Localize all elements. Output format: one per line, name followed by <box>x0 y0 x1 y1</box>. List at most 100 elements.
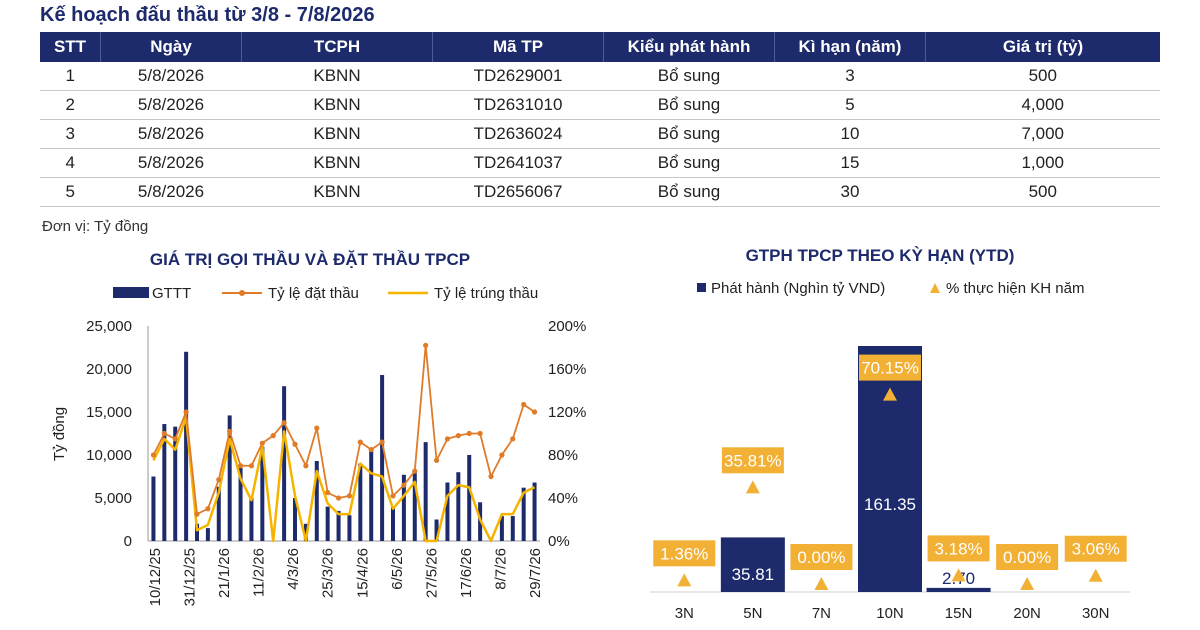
y-axis-title: Tỷ đồng <box>51 407 68 461</box>
bar-gttt <box>184 351 189 541</box>
table-cell: KBNN <box>241 177 433 207</box>
bar-gttt <box>510 516 515 541</box>
column-header: STT <box>40 32 101 62</box>
legend-label: GTTT <box>152 285 191 302</box>
table-cell: 7,000 <box>925 119 1160 149</box>
x-tick-label: 8/7/26 <box>492 548 509 590</box>
table-cell: TD2641037 <box>432 148 604 178</box>
bar-gttt <box>445 482 450 541</box>
bar-gttt <box>532 482 537 541</box>
pct-label-box <box>859 354 921 381</box>
point-bid-ratio <box>259 440 265 446</box>
table-row: 4 5/8/2026 KBNN TD2641037 Bổ sung 15 1,000 <box>40 148 1160 178</box>
table-cell: 10 <box>774 119 926 149</box>
table-cell: 5/8/2026 <box>100 90 242 120</box>
pct-label-box <box>927 535 990 562</box>
table-cell: KBNN <box>241 148 433 178</box>
table-cell: TD2631010 <box>432 90 604 120</box>
point-bid-ratio <box>510 436 516 442</box>
table-row: 1 5/8/2026 KBNN TD2629001 Bổ sung 3 500 <box>40 62 1160 91</box>
point-bid-ratio <box>292 441 298 447</box>
bar-gttt <box>467 455 472 541</box>
table-cell: TD2636024 <box>432 119 604 149</box>
bar-gttt <box>391 506 395 541</box>
point-bid-ratio <box>205 506 211 512</box>
table-cell: 5/8/2026 <box>100 62 242 91</box>
auction-plan-table: STT Ngày TCPH Mã TP Kiểu phát hành Kì hạ… <box>40 32 1160 207</box>
point-bid-ratio <box>216 477 222 483</box>
point-bid-ratio <box>368 447 374 453</box>
bar-gttt <box>325 506 330 541</box>
y2-tick-label: 120% <box>548 404 586 421</box>
x-tick-label: 4/3/26 <box>285 548 302 590</box>
y2-tick-label: 160% <box>548 361 586 378</box>
bar-gttt <box>205 528 210 541</box>
bar-gttt <box>260 446 265 541</box>
bar-gttt <box>216 486 221 541</box>
marker-plan-pct <box>1088 568 1103 582</box>
chart-title: GIÁ TRỊ GỌI THẦU VÀ ĐẶT THẦU TPCP <box>150 250 470 269</box>
column-header: Kì hạn (năm) <box>774 32 926 62</box>
point-bid-ratio <box>183 409 189 415</box>
point-bid-ratio <box>150 452 157 458</box>
bar-gttt <box>195 523 199 541</box>
bar-gttt <box>173 426 178 541</box>
x-tick-label: 6/5/26 <box>389 548 406 590</box>
table-header-row: STT Ngày TCPH Mã TP Kiểu phát hành Kì hạ… <box>40 32 1160 62</box>
y-tick-label: 20,000 <box>86 361 132 378</box>
y2-tick-label: 0% <box>548 533 570 550</box>
legend-label: Tỷ lệ đặt thầu <box>268 285 359 302</box>
bar-gttt <box>227 415 232 541</box>
marker-plan-pct <box>745 480 760 494</box>
point-bid-ratio <box>325 490 331 496</box>
point-bid-ratio <box>401 482 407 488</box>
point-bid-ratio <box>433 457 440 463</box>
table-cell: 4,000 <box>925 90 1160 120</box>
x-tick-label: 7N <box>812 605 831 622</box>
y2-tick-label: 80% <box>548 447 578 464</box>
point-bid-ratio <box>281 420 287 426</box>
legend-swatch-issuance <box>697 283 706 292</box>
table-row: 3 5/8/2026 KBNN TD2636024 Bổ sung 10 7,000 <box>40 119 1160 149</box>
x-tick-label: 31/12/25 <box>182 548 199 606</box>
point-bid-ratio <box>227 428 233 434</box>
marker-plan-pct <box>1020 577 1035 590</box>
table-cell: KBNN <box>241 90 433 120</box>
table-cell: 3 <box>40 119 101 149</box>
point-bid-ratio <box>161 430 167 437</box>
legend-swatch-gttt <box>113 287 149 298</box>
point-bid-ratio <box>521 401 527 408</box>
table-cell: KBNN <box>241 62 433 91</box>
point-bid-ratio <box>237 463 244 469</box>
column-header: Ngày <box>100 32 242 62</box>
bar-gttt <box>412 472 417 541</box>
table-cell: KBNN <box>241 119 433 149</box>
pct-label: 3.06% <box>1072 540 1120 559</box>
bar-value-label: 35.81 <box>732 565 775 584</box>
point-bid-ratio <box>314 425 320 431</box>
table-cell: Bổ sung <box>603 177 775 207</box>
bar-gttt <box>293 498 297 541</box>
table-cell: 5/8/2026 <box>100 119 242 149</box>
pct-label-box <box>653 540 716 567</box>
table-cell: 5/8/2026 <box>100 148 242 178</box>
point-bid-ratio <box>488 473 494 480</box>
table-cell: Bổ sung <box>603 119 775 149</box>
bar-issuance <box>720 537 785 592</box>
point-bid-ratio <box>466 430 472 437</box>
column-header: Kiểu phát hành <box>603 32 775 62</box>
marker-plan-pct <box>951 568 966 582</box>
bar-gttt <box>347 515 352 541</box>
table-cell: 4 <box>40 148 101 178</box>
pct-label-box <box>1064 535 1127 562</box>
point-bid-ratio <box>270 433 276 439</box>
bar-gttt <box>434 519 439 541</box>
legend-label: Tỷ lệ trúng thầu <box>434 285 538 302</box>
bar-issuance <box>858 346 922 592</box>
table-cell: 3 <box>774 62 926 91</box>
x-tick-label: 10/12/25 <box>147 548 164 606</box>
point-bid-ratio <box>303 463 309 469</box>
table-row: 5 5/8/2026 KBNN TD2656067 Bổ sung 30 500 <box>40 177 1160 207</box>
bar-gttt <box>314 461 319 541</box>
